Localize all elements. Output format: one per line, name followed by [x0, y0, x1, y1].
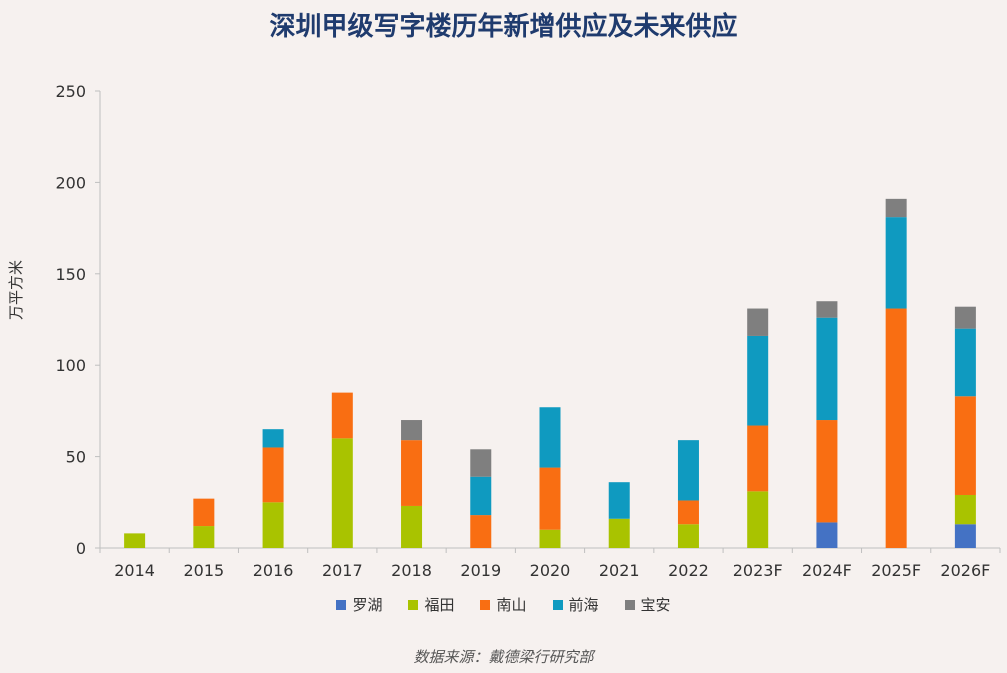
x-tick-label: 2021: [599, 561, 640, 580]
legend-swatch: [480, 599, 491, 610]
x-tick-label: 2022: [668, 561, 709, 580]
x-tick-label: 2019: [460, 561, 501, 580]
legend-label: 罗湖: [352, 596, 383, 614]
bar-segment: [747, 425, 769, 492]
x-tick-label: 2026F: [940, 561, 990, 580]
bar-segment: [331, 438, 353, 548]
bar-segment: [954, 328, 976, 397]
bar-segment: [954, 396, 976, 495]
bar-segment: [954, 524, 976, 548]
x-tick-label: 2020: [530, 561, 571, 580]
bar-segment: [470, 476, 492, 516]
bar-segment: [331, 392, 353, 439]
bar-segment: [677, 500, 699, 525]
y-tick-label: 50: [66, 448, 86, 467]
bar-segment: [816, 301, 838, 318]
legend-item: 前海: [552, 594, 599, 615]
bar-segment: [608, 482, 630, 519]
bar-segment: [401, 420, 423, 441]
bar-segment: [677, 440, 699, 501]
bar-segment: [262, 502, 284, 548]
bar-segment: [747, 491, 769, 548]
bar-segment: [539, 467, 561, 530]
bar-segment: [608, 518, 630, 548]
bar-segment: [470, 515, 492, 548]
bar-segment: [885, 198, 907, 218]
bar-segment: [885, 308, 907, 548]
chart-legend: 罗湖 福田 南山 前海 宝安: [0, 594, 1007, 615]
legend-item: 南山: [480, 594, 527, 615]
bar-segment: [816, 420, 838, 523]
x-tick-label: 2017: [322, 561, 363, 580]
legend-swatch: [552, 599, 563, 610]
legend-label: 前海: [568, 596, 599, 614]
legend-item: 宝安: [624, 594, 671, 615]
x-tick-label: 2024F: [802, 561, 852, 580]
bar-segment: [539, 529, 561, 548]
bar-segment: [954, 494, 976, 525]
stacked-bar-chart: 0 50 100 150 200 250 2014 2015 2016 2017 2018 2019 2…: [55, 82, 1001, 580]
bar-segment: [747, 308, 769, 336]
bar-segment: [747, 335, 769, 426]
bar-segment: [816, 317, 838, 421]
source-note: 数据来源：戴德梁行研究部: [413, 648, 594, 666]
x-tick-label: 2023F: [733, 561, 783, 580]
bar-segment: [470, 449, 492, 477]
bar-segment: [193, 526, 215, 548]
legend-swatch: [336, 599, 347, 610]
bar-segment: [816, 522, 838, 548]
bar-segment: [539, 407, 561, 468]
bar-segment: [124, 533, 146, 548]
y-tick-label: 100: [55, 356, 86, 375]
bar-segment: [885, 217, 907, 309]
bar-segment: [262, 429, 284, 448]
x-tick-label: 2025F: [871, 561, 921, 580]
y-tick-label: 0: [76, 539, 86, 558]
legend-swatch: [408, 599, 419, 610]
legend-swatch: [624, 599, 635, 610]
legend-label: 福田: [424, 596, 455, 614]
bar-segment: [193, 498, 215, 527]
x-tick-label: 2016: [253, 561, 294, 580]
legend-item: 福田: [408, 594, 454, 615]
x-tick-label: 2018: [391, 561, 432, 580]
x-tick-label: 2015: [183, 561, 224, 580]
bar-segment: [401, 505, 423, 548]
legend-item: 罗湖: [336, 594, 382, 615]
y-tick-label: 250: [55, 82, 86, 101]
legend-label: 南山: [496, 596, 527, 614]
bar-segment: [401, 440, 423, 506]
bar-segment: [262, 447, 284, 503]
bar-segment: [677, 524, 699, 548]
chart-title: 深圳甲级写字楼历年新增供应及未来供应: [269, 12, 738, 42]
x-tick-label: 2014: [114, 561, 155, 580]
legend-label: 宝安: [640, 596, 671, 614]
y-tick-label: 150: [55, 265, 86, 284]
y-tick-label: 200: [55, 173, 86, 192]
bar-segment: [954, 306, 976, 329]
